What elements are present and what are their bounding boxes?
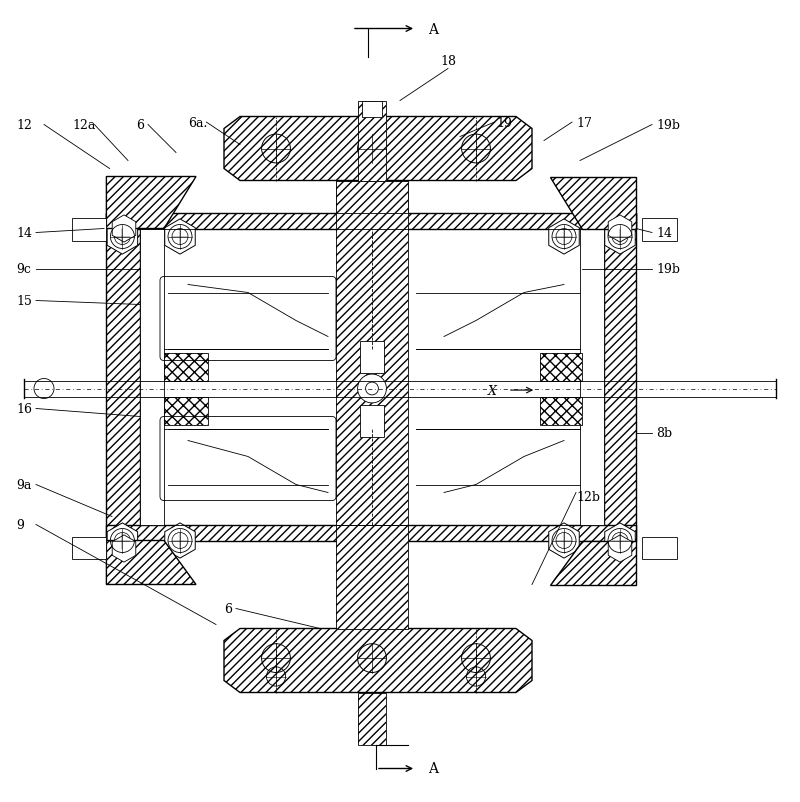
Polygon shape <box>550 541 636 585</box>
Polygon shape <box>550 177 636 229</box>
Polygon shape <box>107 220 138 255</box>
Bar <box>642 219 677 241</box>
Bar <box>358 101 386 181</box>
Circle shape <box>358 375 386 403</box>
Bar <box>164 353 208 381</box>
Bar <box>336 525 408 629</box>
Bar <box>336 525 408 629</box>
Bar <box>358 101 386 181</box>
Bar <box>72 537 106 559</box>
Text: 12b: 12b <box>576 490 600 504</box>
Bar <box>580 229 604 525</box>
Circle shape <box>366 383 378 395</box>
Bar <box>360 341 384 373</box>
Text: 12: 12 <box>16 119 32 132</box>
Polygon shape <box>605 220 635 255</box>
Text: 6: 6 <box>224 602 232 615</box>
Text: 14: 14 <box>656 227 672 240</box>
Bar <box>642 537 677 559</box>
Bar <box>336 181 408 525</box>
Bar <box>336 181 408 213</box>
Polygon shape <box>107 523 138 558</box>
Bar <box>106 525 636 541</box>
Text: 14: 14 <box>16 227 32 240</box>
Bar <box>164 353 208 381</box>
Bar <box>106 213 636 229</box>
Bar <box>362 101 382 117</box>
Polygon shape <box>106 177 196 229</box>
Text: 12a: 12a <box>72 119 95 132</box>
Text: 18: 18 <box>440 55 456 68</box>
Bar <box>72 219 106 241</box>
Text: 15: 15 <box>16 294 32 308</box>
Bar <box>360 405 384 437</box>
Polygon shape <box>549 220 579 255</box>
Bar <box>540 353 582 381</box>
Bar <box>358 693 386 744</box>
Bar <box>336 181 408 525</box>
Bar <box>106 525 636 541</box>
Polygon shape <box>224 117 532 181</box>
Text: A: A <box>428 22 438 36</box>
Polygon shape <box>112 535 136 562</box>
Text: 17: 17 <box>576 116 592 129</box>
Bar <box>106 213 140 541</box>
Polygon shape <box>112 216 136 243</box>
Text: 6a.: 6a. <box>188 116 207 129</box>
Text: X: X <box>487 384 497 397</box>
Polygon shape <box>165 523 195 558</box>
Bar <box>604 213 636 541</box>
Polygon shape <box>106 541 196 585</box>
Bar <box>164 397 208 425</box>
Text: 8b: 8b <box>656 427 672 439</box>
Polygon shape <box>549 523 579 558</box>
Bar <box>540 397 582 425</box>
Text: 19b: 19b <box>656 119 680 132</box>
Text: 9a: 9a <box>16 479 31 492</box>
Text: 16: 16 <box>16 403 32 415</box>
Bar <box>164 397 208 425</box>
Polygon shape <box>165 220 195 255</box>
Polygon shape <box>224 629 532 693</box>
Bar <box>106 213 636 229</box>
Bar <box>540 353 582 381</box>
Bar <box>540 397 582 425</box>
Bar <box>358 693 386 744</box>
Bar <box>336 181 408 213</box>
Polygon shape <box>605 523 635 558</box>
Bar <box>604 213 636 541</box>
Polygon shape <box>608 535 632 562</box>
Bar <box>140 229 164 525</box>
Text: 19b: 19b <box>656 263 680 276</box>
Bar <box>106 213 140 541</box>
Text: 19: 19 <box>496 116 512 129</box>
Text: 6: 6 <box>136 119 144 132</box>
Text: 9: 9 <box>16 518 24 532</box>
Text: A: A <box>428 762 438 776</box>
Text: 9c: 9c <box>16 263 31 276</box>
Polygon shape <box>608 216 632 243</box>
